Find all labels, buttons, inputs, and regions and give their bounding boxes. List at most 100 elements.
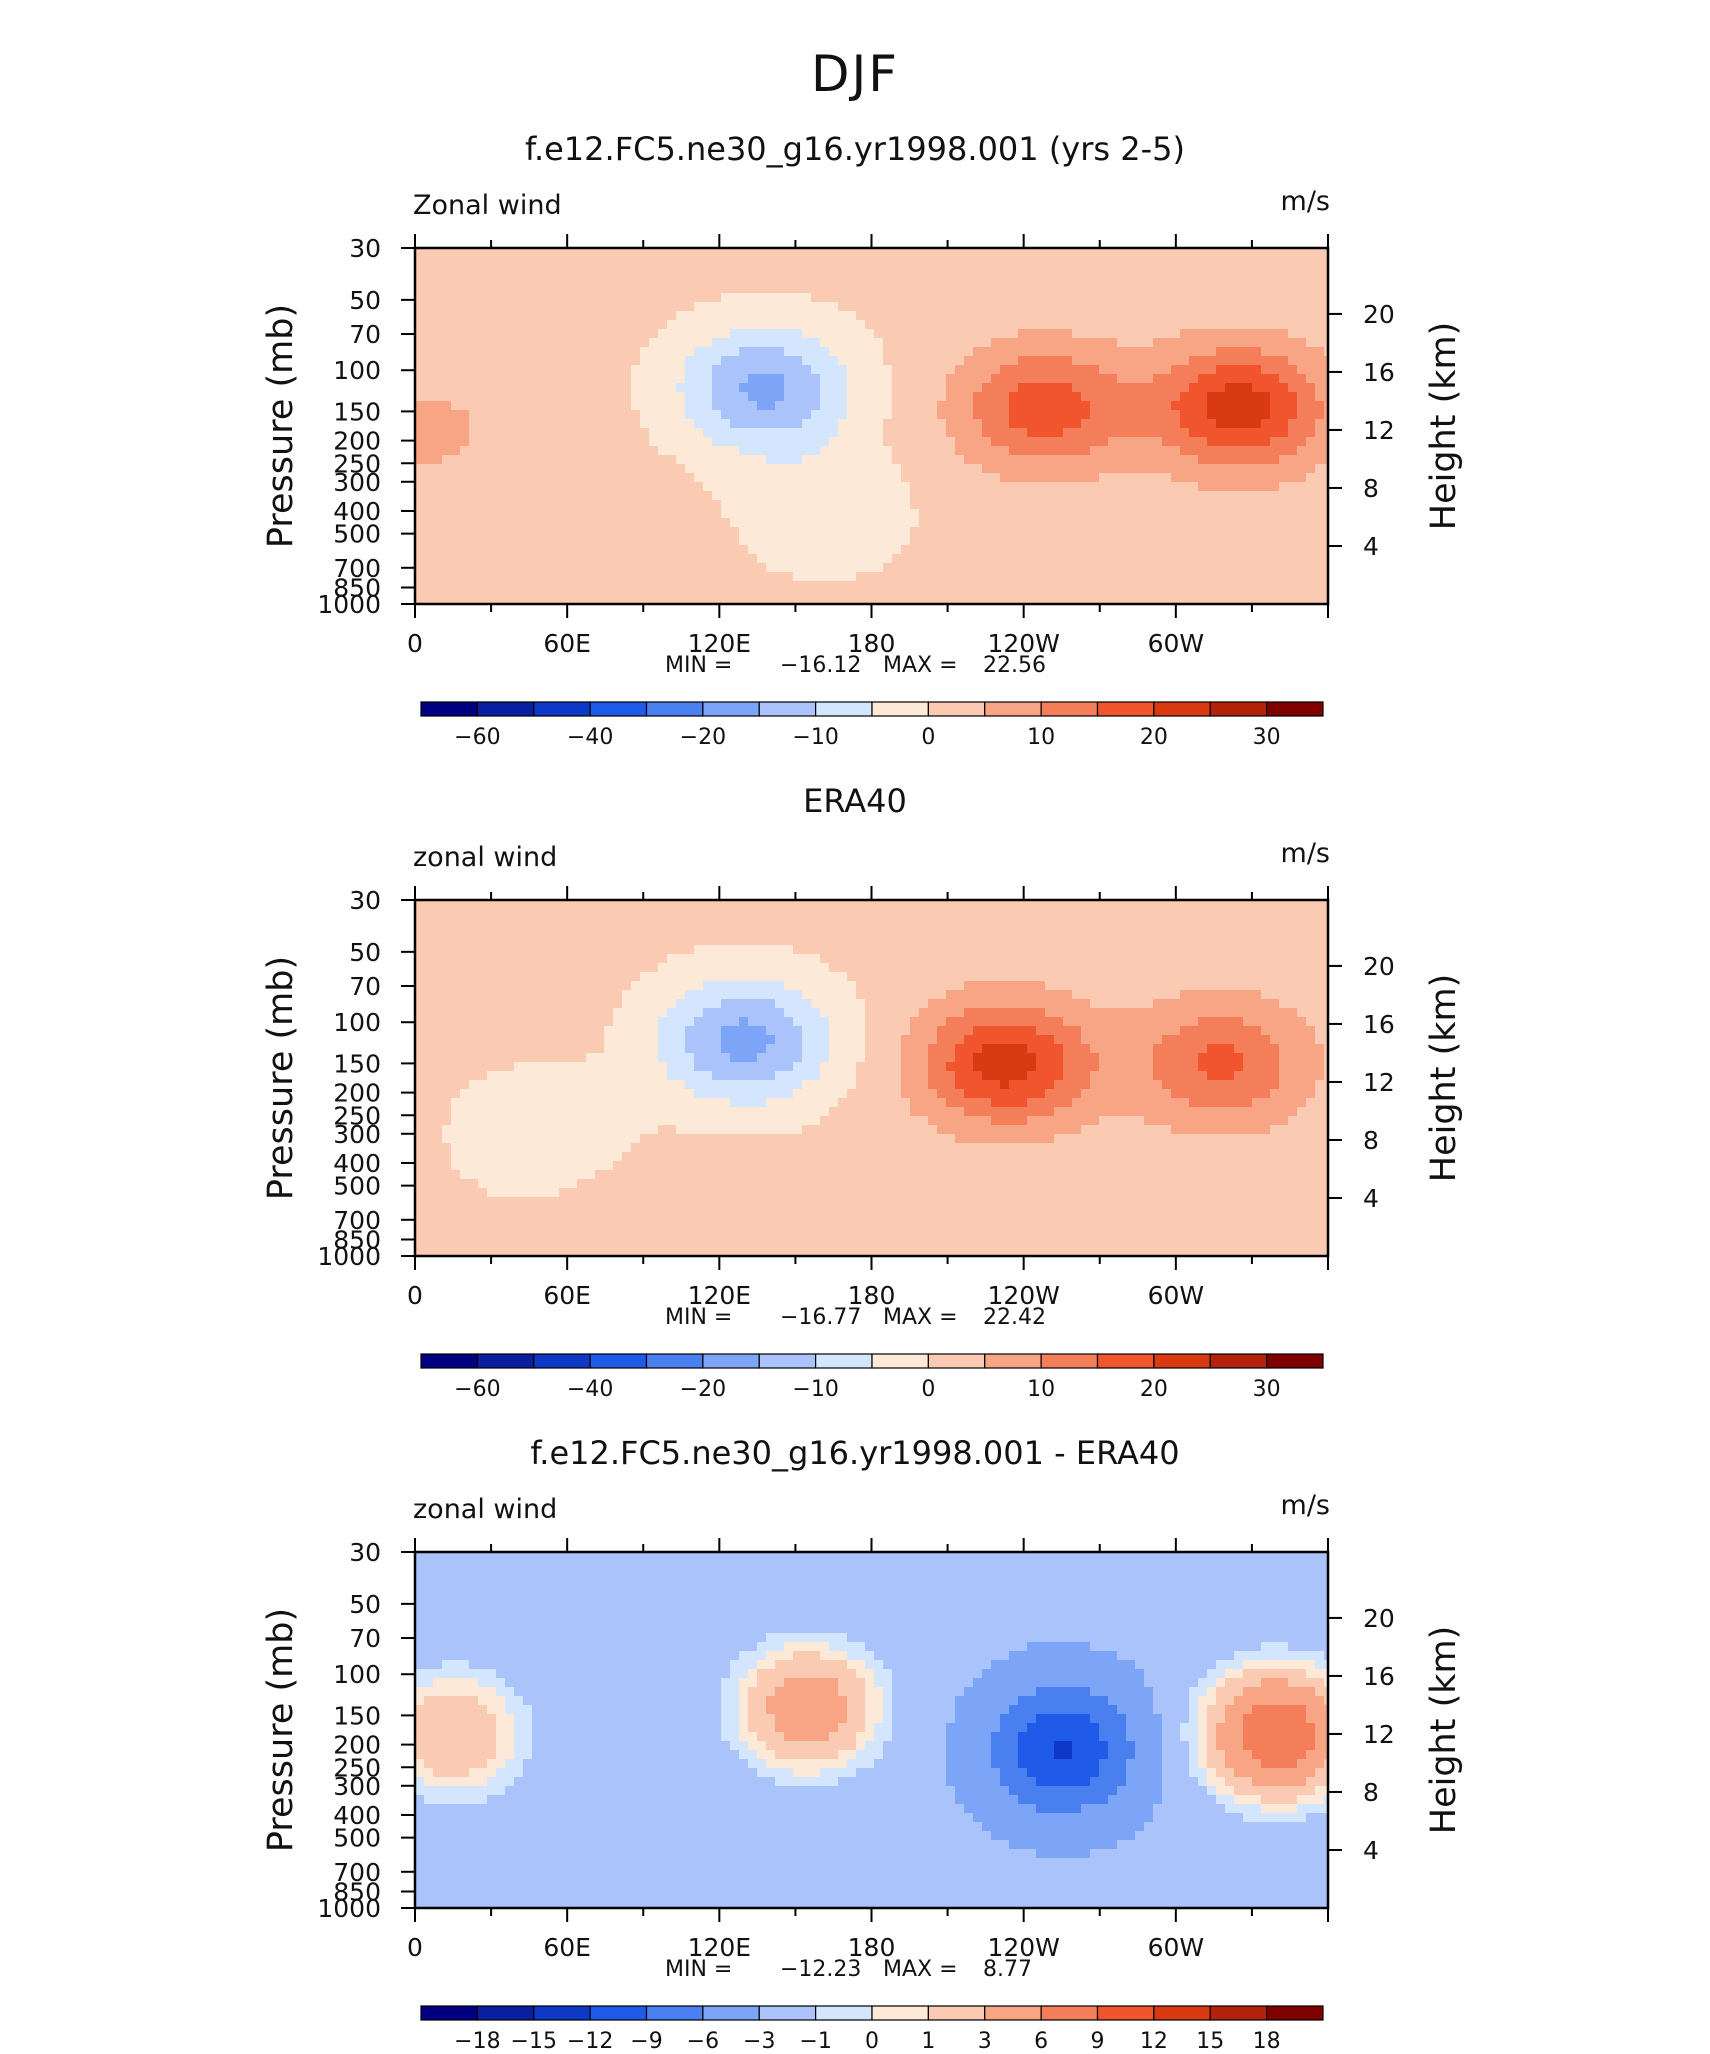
- colorbar-box: [1210, 2006, 1266, 2020]
- y-tick-label-right: 12: [1363, 416, 1395, 445]
- y-tick-label: 50: [349, 1590, 381, 1619]
- colorbar-label: −9: [630, 2029, 662, 2054]
- y-tick-label-right: 20: [1363, 1604, 1395, 1633]
- x-tick-label: 60W: [1148, 1281, 1205, 1310]
- colorbar-label: 10: [1027, 1377, 1055, 1402]
- stat-min: −16.77: [780, 1305, 861, 1330]
- y-tick-label-right: 4: [1363, 1836, 1379, 1865]
- y-tick-label: 30: [349, 886, 381, 915]
- panel-title: f.e12.FC5.ne30_g16.yr1998.001 - ERA40: [530, 1434, 1179, 1472]
- colorbar-box: [985, 1354, 1041, 1368]
- colorbar-box: [872, 1354, 928, 1368]
- y-tick-label-right: 4: [1363, 532, 1379, 561]
- y-tick-label: 1000: [317, 590, 381, 619]
- y-tick-label: 150: [333, 1701, 381, 1730]
- x-tick-label: 60E: [543, 1933, 591, 1962]
- colorbar-box: [477, 2006, 533, 2020]
- colorbar-label: 30: [1253, 725, 1281, 750]
- colorbar-label: 0: [865, 2029, 879, 2054]
- colorbar-label: 1: [921, 2029, 935, 2054]
- colorbar-box: [872, 702, 928, 716]
- stat-min-label: MIN =: [665, 653, 732, 678]
- colorbar-box: [534, 1354, 590, 1368]
- colorbar-box: [759, 702, 815, 716]
- y-tick-label-right: 12: [1363, 1068, 1395, 1097]
- y-tick-label: 70: [349, 320, 381, 349]
- colorbar-box: [421, 1354, 477, 1368]
- y-tick-label: 150: [333, 397, 381, 426]
- y-tick-label-right: 20: [1363, 300, 1395, 329]
- colorbar-label: −20: [680, 725, 726, 750]
- colorbar-label: −10: [792, 725, 838, 750]
- stat-max-label: MAX =: [883, 653, 958, 678]
- colorbar-box: [816, 702, 872, 716]
- colorbar-label: 3: [978, 2029, 992, 2054]
- colorbar-box: [985, 2006, 1041, 2020]
- y-tick-label: 1000: [317, 1894, 381, 1923]
- colorbar-box: [1098, 1354, 1154, 1368]
- units-label: m/s: [1281, 838, 1330, 869]
- colorbar-box: [928, 702, 984, 716]
- stat-min: −12.23: [780, 1957, 861, 1982]
- colorbar-box: [1098, 2006, 1154, 2020]
- colorbar-label: 30: [1253, 1377, 1281, 1402]
- colorbar-box: [703, 1354, 759, 1368]
- colorbar-label: −18: [454, 2029, 500, 2054]
- colorbar-box: [647, 2006, 703, 2020]
- colorbar-box: [647, 1354, 703, 1368]
- colorbar-label: 10: [1027, 725, 1055, 750]
- colorbar-box: [1267, 2006, 1323, 2020]
- y-tick-label: 500: [333, 520, 381, 549]
- stat-max: 22.42: [983, 1305, 1046, 1330]
- y-tick-label-right: 4: [1363, 1184, 1379, 1213]
- x-tick-label: 0: [407, 1933, 423, 1962]
- colorbar-label: 6: [1034, 2029, 1048, 2054]
- colorbar-label: 20: [1140, 725, 1168, 750]
- units-label: m/s: [1281, 186, 1330, 217]
- colorbar-box: [1210, 702, 1266, 716]
- y-tick-label: 100: [333, 1008, 381, 1037]
- colorbar-label: −15: [511, 2029, 557, 2054]
- colorbar-label: −6: [687, 2029, 719, 2054]
- colorbar-box: [872, 2006, 928, 2020]
- colorbar-label: 20: [1140, 1377, 1168, 1402]
- colorbar-label: 15: [1196, 2029, 1224, 2054]
- y-tick-label-right: 12: [1363, 1720, 1395, 1749]
- colorbar-box: [477, 702, 533, 716]
- colorbar-box: [534, 2006, 590, 2020]
- panel-title: f.e12.FC5.ne30_g16.yr1998.001 (yrs 2-5): [525, 130, 1185, 168]
- y-tick-label-right: 16: [1363, 1662, 1395, 1691]
- colorbar-label: 0: [921, 1377, 935, 1402]
- y-tick-label: 300: [333, 1772, 381, 1801]
- colorbar-box: [816, 1354, 872, 1368]
- units-label: m/s: [1281, 1490, 1330, 1521]
- y-tick-label: 100: [333, 1660, 381, 1689]
- y-tick-label-right: 8: [1363, 1126, 1379, 1155]
- colorbar-box: [1154, 1354, 1210, 1368]
- colorbar-box: [985, 702, 1041, 716]
- colorbar-label: −60: [454, 725, 500, 750]
- page-title: DJF: [0, 45, 1710, 103]
- y-tick-label: 50: [349, 938, 381, 967]
- colorbar-box: [928, 1354, 984, 1368]
- y-tick-label: 70: [349, 972, 381, 1001]
- colorbar-box: [1041, 702, 1097, 716]
- colorbar-box: [534, 702, 590, 716]
- colorbar-box: [590, 702, 646, 716]
- y-axis-label: Pressure (mb): [261, 1608, 301, 1852]
- colorbar-box: [1041, 2006, 1097, 2020]
- colorbar-box: [816, 2006, 872, 2020]
- contour-field: [415, 1552, 1334, 1913]
- panel-model: f.e12.FC5.ne30_g16.yr1998.001 (yrs 2-5)Z…: [0, 130, 1710, 750]
- stat-min: −16.12: [780, 653, 861, 678]
- colorbar-box: [421, 2006, 477, 2020]
- colorbar-label: −3: [743, 2029, 775, 2054]
- y-tick-label: 100: [333, 356, 381, 385]
- colorbar-box: [1267, 1354, 1323, 1368]
- stat-min-label: MIN =: [665, 1957, 732, 1982]
- colorbar-label: −20: [680, 1377, 726, 1402]
- x-tick-label: 0: [407, 1281, 423, 1310]
- colorbar-label: −60: [454, 1377, 500, 1402]
- colorbar-label: −12: [567, 2029, 613, 2054]
